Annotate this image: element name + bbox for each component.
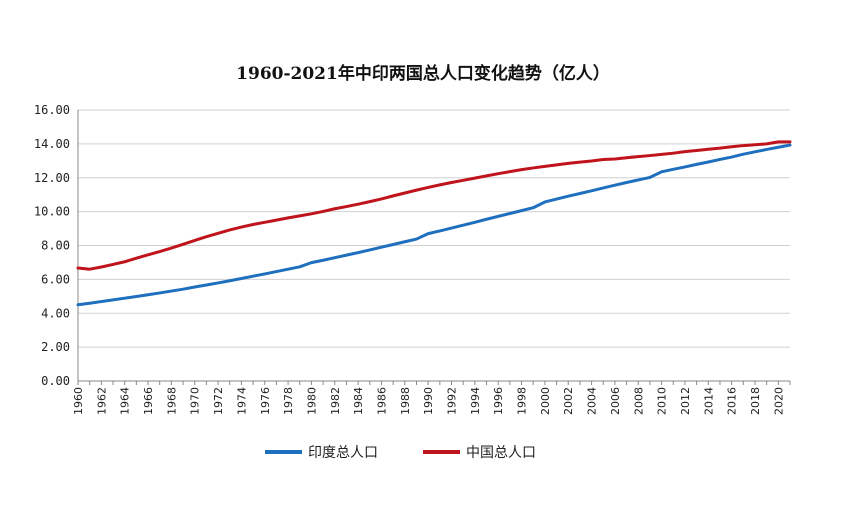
y-axis: 0.00 2.00 4.00 6.00 8.00 10.00 12.00 14.00 16.00 [34, 103, 79, 388]
x-tick-label: 1978 [282, 387, 295, 415]
series-lines [76, 140, 792, 307]
x-tick-label: 2004 [586, 387, 599, 415]
x-tick-label: 1984 [352, 387, 365, 415]
x-tick-label: 1986 [375, 387, 388, 415]
x-tick-label: 1974 [235, 387, 248, 415]
y-tick-label: 4.00 [41, 306, 70, 320]
x-tick-label: 2006 [609, 387, 622, 415]
legend-label-china: 中国总人口 [466, 445, 536, 461]
legend-label-india: 印度总人口 [308, 445, 378, 461]
x-tick-label: 1996 [492, 387, 505, 415]
x-tick-label: 2020 [772, 387, 785, 415]
x-tick-label: 1970 [189, 387, 202, 415]
y-tick-label: 8.00 [41, 239, 70, 253]
x-tick-label: 1972 [212, 387, 225, 415]
x-tick-label: 2010 [656, 387, 669, 415]
x-tick-label: 1976 [259, 387, 272, 415]
chart-title: 1960-2021年中印两国总人口变化趋势（亿人） [236, 63, 610, 84]
y-tick-label: 6.00 [41, 272, 70, 286]
x-tick-label: 1990 [422, 387, 435, 415]
x-tick-label: 1966 [142, 387, 155, 415]
y-tick-label: 2.00 [41, 340, 70, 354]
x-tick-label: 1988 [399, 387, 412, 415]
y-tick-label: 10.00 [34, 205, 70, 219]
y-tick-label: 12.00 [34, 171, 70, 185]
x-tick-label: 1962 [95, 387, 108, 415]
x-tick-label: 1998 [516, 387, 529, 415]
series-line-india [76, 143, 792, 307]
series-line-china [76, 140, 792, 271]
x-tick-label: 2008 [632, 387, 645, 415]
x-tick-label: 1968 [165, 387, 178, 415]
x-tick-label: 2000 [539, 387, 552, 415]
x-tick-label: 1960 [72, 387, 85, 415]
x-axis: 1960 1962 1964 1966 1968 1970 1972 1974 1976 1978… [72, 381, 791, 415]
x-tick-label: 1994 [469, 387, 482, 415]
x-tick-label: 1964 [119, 387, 132, 415]
x-tick-label: 2014 [702, 387, 715, 415]
y-tick-label: 16.00 [34, 103, 70, 117]
gridlines [78, 109, 790, 382]
y-tick-label: 0.00 [41, 374, 70, 388]
x-tick-label: 2016 [726, 387, 739, 415]
x-tick-label: 1992 [446, 387, 459, 415]
legend: 印度总人口 中国总人口 [265, 445, 536, 461]
x-tick-label: 2012 [679, 387, 692, 415]
x-tick-label: 2018 [749, 387, 762, 415]
x-tick-label: 2002 [562, 387, 575, 415]
y-tick-label: 14.00 [34, 137, 70, 151]
x-tick-label: 1980 [305, 387, 318, 415]
x-tick-label: 1982 [329, 387, 342, 415]
